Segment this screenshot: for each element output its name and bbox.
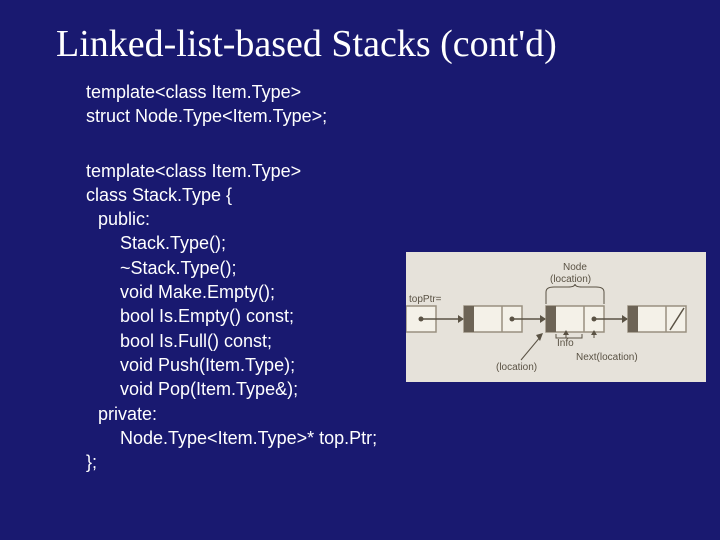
diagram-label-node: Node bbox=[563, 262, 587, 273]
diagram-label-info: Info bbox=[557, 338, 574, 349]
code-line: private: bbox=[86, 402, 720, 426]
slide-title: Linked-list-based Stacks (cont'd) bbox=[0, 0, 720, 80]
code-block-1: template<class Item.Type> struct Node.Ty… bbox=[86, 80, 720, 129]
diagram-label-bottom: (location) bbox=[496, 362, 537, 373]
code-line: }; bbox=[86, 450, 720, 474]
code-line: template<class Item.Type> bbox=[86, 159, 720, 183]
code-line: Node.Type<Item.Type>* top.Ptr; bbox=[86, 426, 720, 450]
code-line: struct Node.Type<Item.Type>; bbox=[86, 104, 720, 128]
diagram-label-next: Next(location) bbox=[576, 352, 638, 363]
code-line: class Stack.Type { bbox=[86, 183, 720, 207]
linked-list-diagram: topPtr= Node (location) Info Next(locati… bbox=[406, 252, 706, 382]
diagram-label-topptr: topPtr= bbox=[409, 294, 442, 305]
code-line: public: bbox=[86, 207, 720, 231]
code-line: template<class Item.Type> bbox=[86, 80, 720, 104]
diagram-label-location: (location) bbox=[550, 274, 591, 285]
